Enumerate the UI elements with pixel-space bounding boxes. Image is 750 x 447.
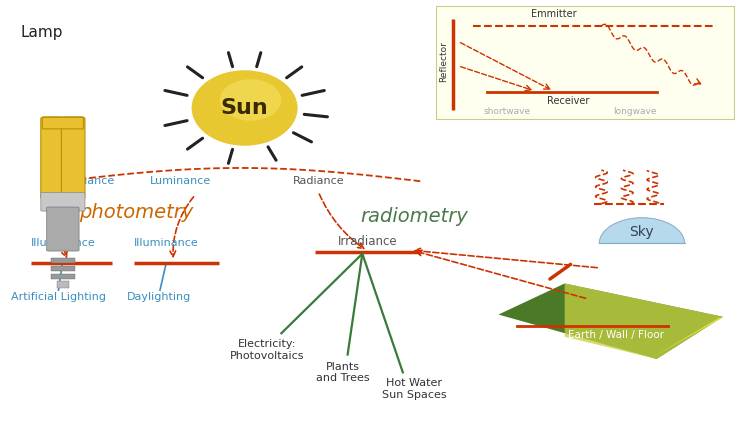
Wedge shape (599, 218, 685, 244)
FancyBboxPatch shape (46, 207, 79, 251)
Wedge shape (599, 218, 685, 244)
Ellipse shape (220, 79, 281, 121)
Text: photometry: photometry (80, 203, 194, 222)
Text: Illuminance: Illuminance (134, 239, 198, 249)
Text: Reflector: Reflector (440, 41, 448, 82)
Wedge shape (599, 218, 685, 244)
Text: Electricity:
Photovoltaics: Electricity: Photovoltaics (230, 339, 304, 361)
Text: Sky: Sky (629, 225, 654, 240)
Bar (51, 258, 75, 263)
Text: Sun: Sun (220, 98, 268, 118)
Wedge shape (599, 218, 685, 244)
Text: Receiver: Receiver (548, 97, 590, 106)
Polygon shape (565, 283, 723, 359)
Wedge shape (599, 218, 685, 244)
Bar (57, 281, 69, 288)
Text: Luminance: Luminance (54, 176, 116, 186)
Text: longwave: longwave (613, 107, 656, 116)
Wedge shape (599, 218, 685, 244)
Text: Daylighting: Daylighting (127, 292, 190, 302)
Polygon shape (653, 318, 723, 357)
Text: Hot Water
Sun Spaces: Hot Water Sun Spaces (382, 378, 446, 400)
Wedge shape (599, 218, 685, 244)
Wedge shape (599, 218, 685, 244)
Polygon shape (499, 283, 723, 359)
Wedge shape (599, 218, 685, 244)
Wedge shape (599, 218, 685, 244)
Wedge shape (599, 218, 685, 244)
Wedge shape (599, 218, 685, 244)
Wedge shape (599, 218, 685, 244)
Wedge shape (599, 218, 685, 244)
FancyBboxPatch shape (436, 6, 734, 119)
FancyBboxPatch shape (42, 117, 83, 129)
Wedge shape (599, 218, 685, 244)
FancyBboxPatch shape (40, 117, 64, 199)
Text: Irradiance: Irradiance (338, 235, 398, 248)
Text: Earth / Wall / Floor: Earth / Wall / Floor (568, 330, 664, 341)
Text: radiometry: radiometry (360, 207, 468, 226)
Text: Artificial Lighting: Artificial Lighting (11, 292, 106, 302)
FancyBboxPatch shape (62, 117, 85, 199)
Text: Lamp: Lamp (20, 25, 63, 40)
Wedge shape (599, 218, 685, 244)
Text: shortwave: shortwave (484, 107, 531, 116)
Wedge shape (599, 218, 685, 244)
FancyBboxPatch shape (40, 192, 85, 211)
Wedge shape (599, 218, 685, 244)
Text: Luminance: Luminance (150, 176, 211, 186)
Bar (51, 266, 75, 271)
Text: Emmitter: Emmitter (531, 9, 577, 19)
Text: Illuminance: Illuminance (31, 239, 95, 249)
Ellipse shape (192, 70, 298, 146)
Bar (51, 274, 75, 279)
Wedge shape (599, 218, 685, 244)
Text: Radiance: Radiance (292, 176, 344, 186)
Wedge shape (599, 218, 685, 244)
Text: Plants
and Trees: Plants and Trees (316, 362, 369, 383)
Wedge shape (599, 218, 685, 244)
